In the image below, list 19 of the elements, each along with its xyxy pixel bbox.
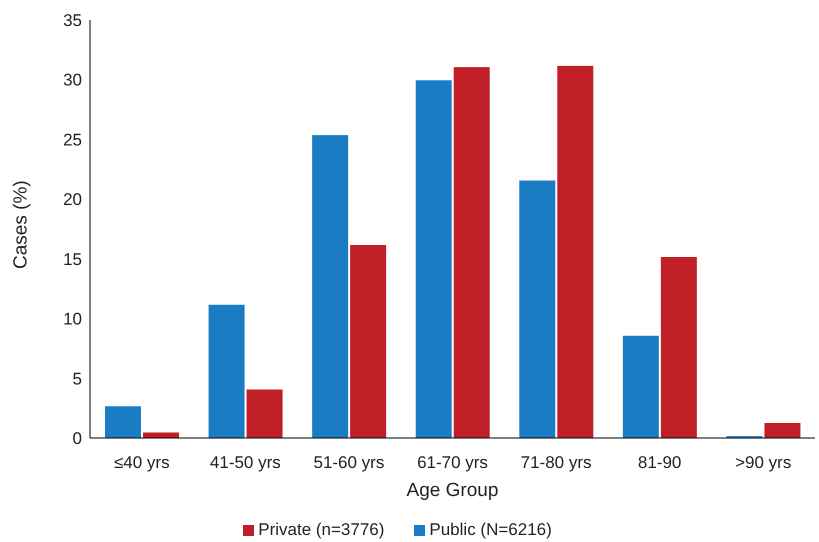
y-axis-title: Cases (%) xyxy=(10,180,32,269)
y-tick-label: 5 xyxy=(72,369,82,388)
x-tick-label: 41-50 yrs xyxy=(210,453,281,472)
x-tick-label: 51-60 yrs xyxy=(313,453,384,472)
y-tick-label: 10 xyxy=(63,310,82,329)
x-tick-label: >90 yrs xyxy=(735,453,792,472)
x-tick-label: ≤40 yrs xyxy=(114,453,170,472)
y-tick-label: 35 xyxy=(63,11,82,30)
x-tick-label: 71-80 yrs xyxy=(520,453,592,472)
legend-label: Public (N=6216) xyxy=(429,520,552,539)
y-tick-label: 25 xyxy=(63,130,82,150)
y-tick-label: 0 xyxy=(72,429,82,448)
y-tick-label: 20 xyxy=(63,190,82,210)
x-tick-label: 61-70 yrs xyxy=(417,453,488,472)
x-tick-label: 81-90 xyxy=(638,453,682,472)
x-axis-title: Age Group xyxy=(406,480,498,501)
y-tick-label: 30 xyxy=(63,70,82,90)
legend-label: Private (n=3776) xyxy=(258,520,384,539)
y-tick-label: 15 xyxy=(63,250,82,269)
